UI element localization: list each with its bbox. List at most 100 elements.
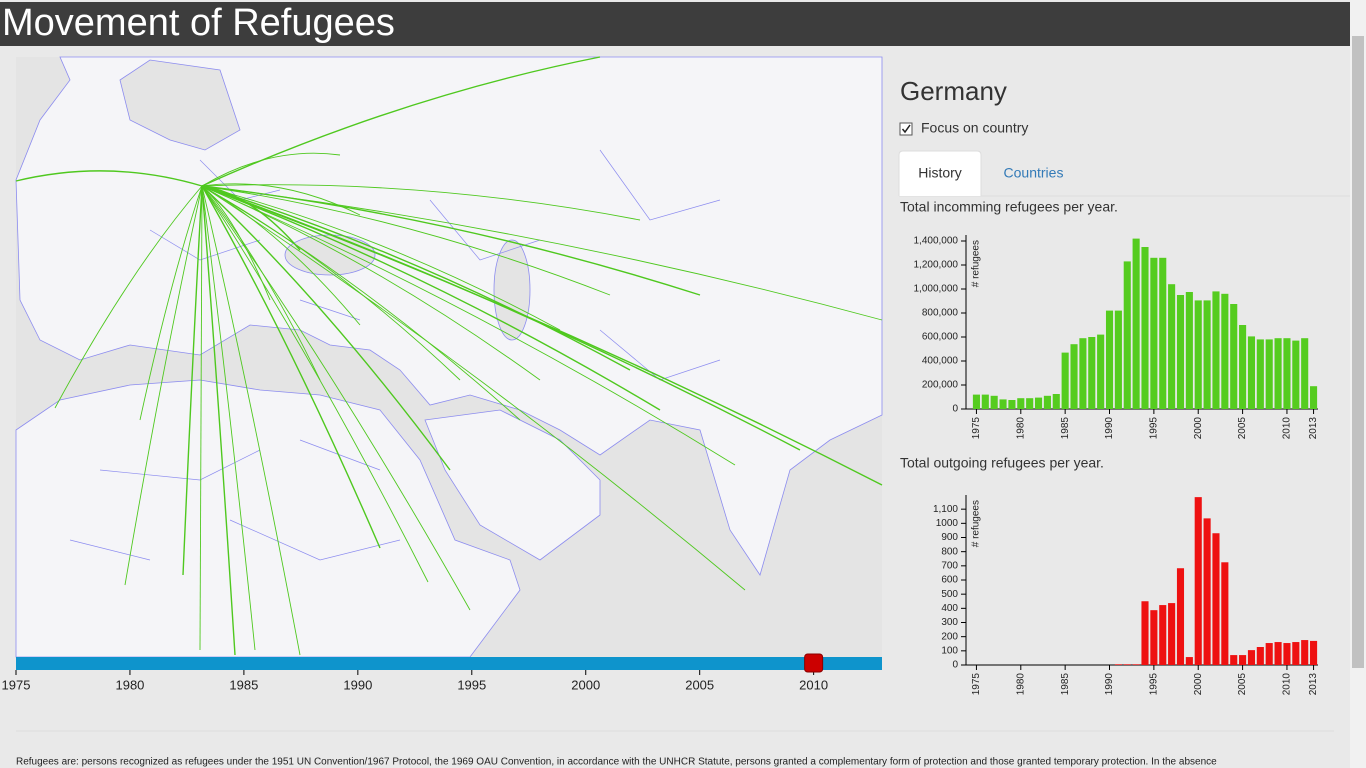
- scrollbar-thumb[interactable]: [1352, 36, 1364, 668]
- land: [15, 56, 883, 576]
- y-tick-label: 100: [941, 645, 958, 656]
- flow-line: [201, 184, 641, 221]
- y-tick-label: 500: [941, 589, 958, 600]
- y-tick-label: 1,000,000: [914, 284, 959, 295]
- bar: [1212, 291, 1220, 409]
- y-tick-label: 600,000: [922, 332, 959, 343]
- bar: [1274, 338, 1282, 409]
- bar: [1212, 533, 1220, 665]
- flow-line: [15, 170, 203, 187]
- bar: [1256, 339, 1264, 409]
- y-axis-label: # refugees: [971, 240, 982, 287]
- bar: [1292, 340, 1300, 409]
- bar: [1168, 284, 1176, 409]
- flow-line: [201, 185, 801, 451]
- y-tick-label: 1000: [936, 518, 959, 529]
- x-tick-label: 1990: [1104, 417, 1115, 440]
- y-tick-label: 800: [941, 546, 958, 557]
- y-tick-label: 800,000: [922, 308, 959, 319]
- bar: [1256, 647, 1264, 665]
- bar: [990, 395, 998, 409]
- bar: [1176, 568, 1185, 665]
- flow-line: [201, 185, 746, 591]
- slider-tick-label: 1990: [343, 677, 372, 692]
- bar: [1141, 247, 1149, 409]
- flow-line: [201, 185, 631, 371]
- bar: [1247, 336, 1256, 409]
- sea: [493, 239, 531, 341]
- flow-line: [201, 152, 341, 187]
- flow-line: [201, 185, 451, 471]
- x-tick-label: 2010: [1282, 673, 1293, 696]
- y-tick-label: 700: [941, 560, 958, 571]
- flow-line: [124, 185, 203, 586]
- chart-title: Total outgoing refugees per year.: [900, 455, 1104, 471]
- bar: [1114, 310, 1122, 409]
- bar: [1283, 338, 1291, 409]
- tab[interactable]: [898, 150, 982, 196]
- slider-tick-label: 2005: [685, 677, 714, 692]
- flow-line: [201, 185, 301, 251]
- footer-text: Refugees are: persons recognized as refu…: [16, 757, 1217, 768]
- bar: [1150, 257, 1158, 409]
- x-tick-label: 2005: [1237, 673, 1248, 696]
- slider-tick-label: 2000: [571, 677, 600, 692]
- x-tick-label: 1985: [1060, 673, 1071, 696]
- bar: [1185, 657, 1193, 665]
- x-tick-label: 2010: [1282, 417, 1293, 440]
- x-tick-label: 1995: [1149, 673, 1160, 696]
- bar: [1185, 292, 1193, 409]
- bar: [1310, 640, 1318, 665]
- focus-checkbox[interactable]: [899, 122, 913, 136]
- bar: [1141, 601, 1149, 665]
- flow-line: [201, 185, 661, 411]
- y-tick-label: 1,200,000: [914, 260, 959, 271]
- bar: [1159, 605, 1167, 665]
- bar: [1265, 339, 1273, 409]
- bar: [1026, 398, 1034, 409]
- sea: [119, 59, 241, 151]
- x-tick-label: 1975: [971, 673, 982, 696]
- y-tick-label: 300: [941, 617, 958, 628]
- bar: [1221, 293, 1229, 409]
- slider-tick-label: 1995: [457, 677, 486, 692]
- tab-label[interactable]: Countries: [1004, 165, 1064, 181]
- charts: Total incomming refugees per year. 0 200,0…: [900, 199, 1319, 696]
- slider-tick-label: 1980: [115, 677, 144, 692]
- x-tick-label: 2013: [1308, 417, 1319, 440]
- x-tick-label: 2005: [1237, 417, 1248, 440]
- check-mark: [901, 124, 911, 134]
- bar: [1097, 334, 1105, 409]
- x-tick-label: 1975: [971, 417, 982, 440]
- x-tick-label: 1995: [1149, 417, 1160, 440]
- flows: [15, 56, 883, 656]
- y-tick-label: 200,000: [922, 380, 959, 391]
- flow-line: [201, 185, 471, 611]
- bar: [1008, 400, 1016, 409]
- slider-track[interactable]: [16, 657, 882, 670]
- slider-handle[interactable]: [804, 653, 824, 673]
- bar: [1239, 325, 1247, 409]
- y-axis-label: # refugees: [971, 500, 982, 547]
- tab-label[interactable]: History: [918, 165, 962, 181]
- x-tick-label: 1980: [1015, 417, 1026, 440]
- bar: [1194, 300, 1202, 409]
- bar: [1203, 300, 1211, 409]
- bar: [1132, 238, 1140, 409]
- flow-line: [201, 185, 736, 466]
- chart-title: Total incomming refugees per year.: [900, 199, 1118, 215]
- bar: [1114, 664, 1122, 665]
- bar: [1247, 650, 1256, 665]
- bar: [1176, 295, 1185, 409]
- bar: [972, 394, 980, 409]
- flow-line: [201, 185, 561, 331]
- y-tick-label: 400: [941, 603, 958, 614]
- y-tick-label: 1,400,000: [914, 236, 959, 247]
- flow-line: [201, 185, 236, 656]
- flow-line: [201, 185, 381, 549]
- land: [15, 379, 521, 658]
- bar: [1123, 664, 1131, 665]
- flow-line: [199, 185, 203, 651]
- bar: [1230, 655, 1238, 665]
